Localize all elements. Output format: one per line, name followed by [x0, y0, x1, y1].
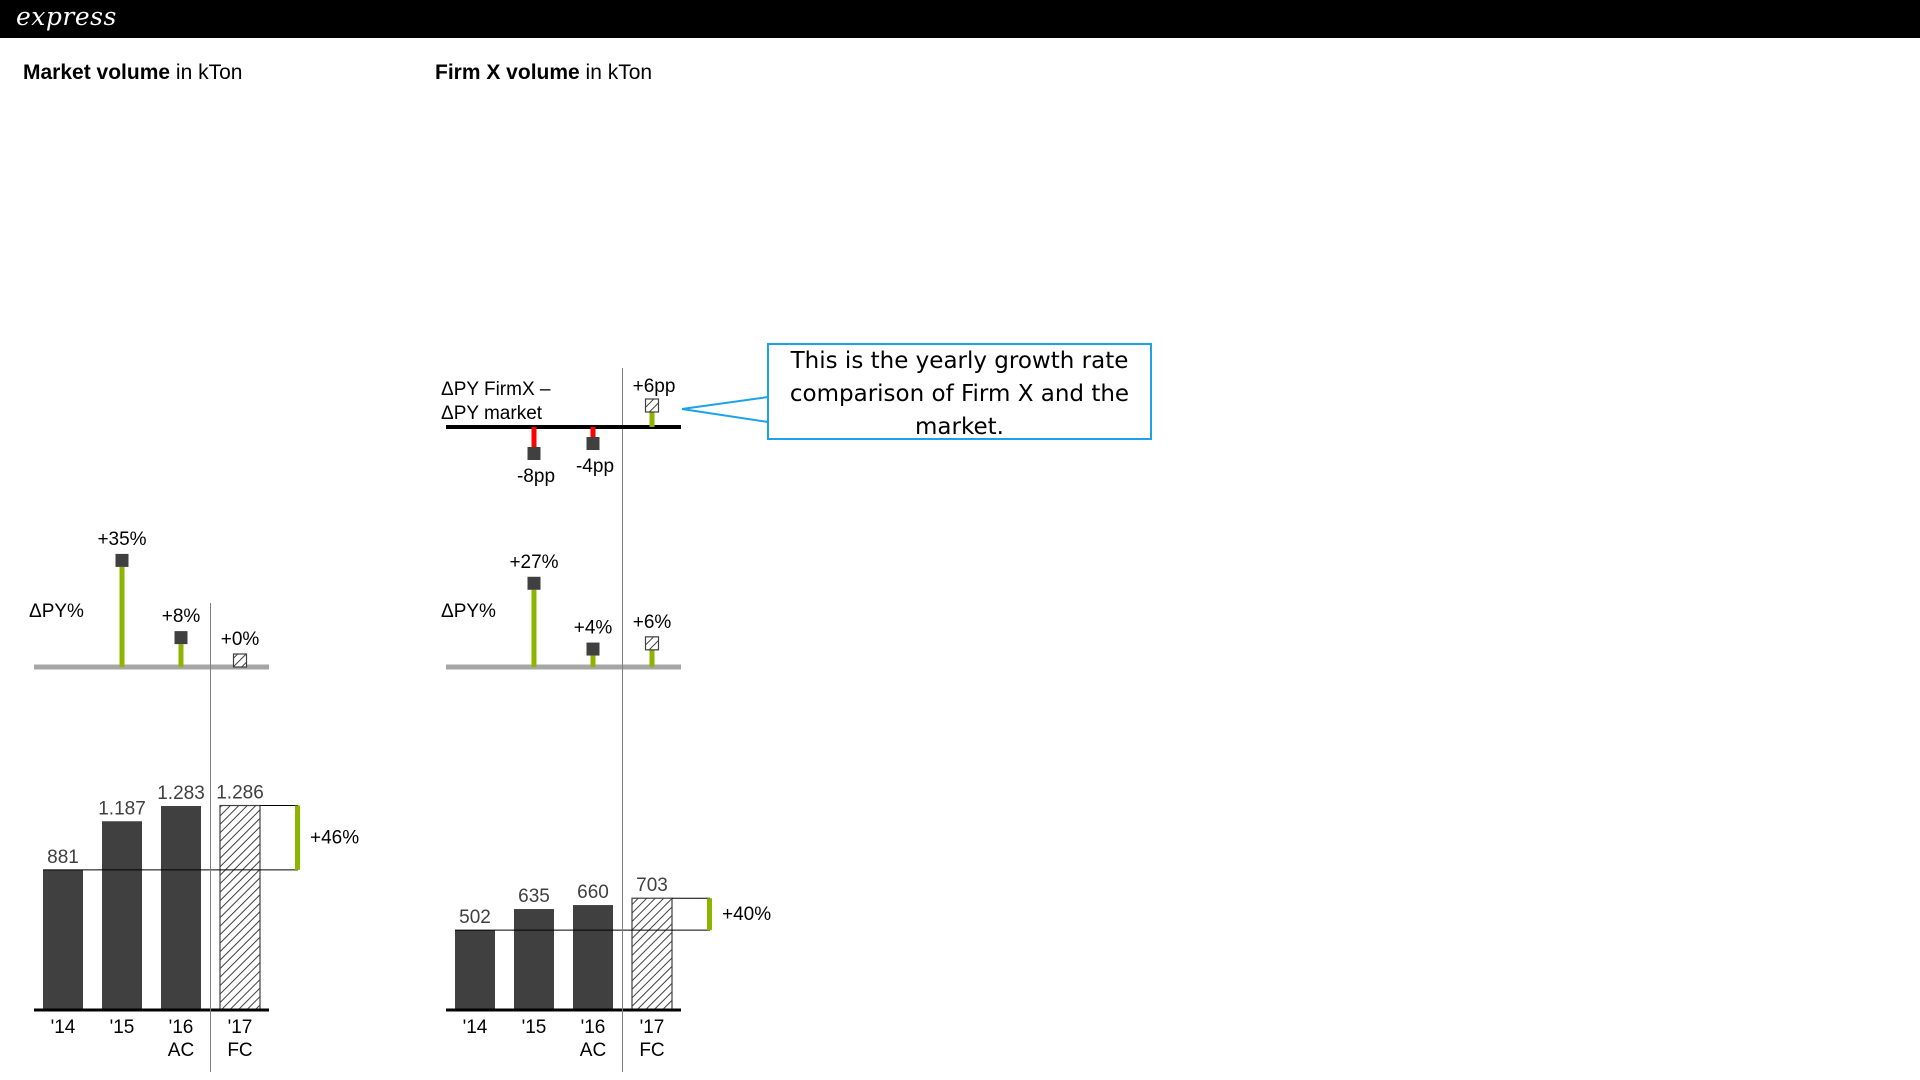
- bar-value-label: 1.286: [216, 783, 264, 804]
- delta-py-value-label: +8%: [162, 606, 201, 627]
- delta-pp-pin: [649, 412, 655, 427]
- bar-14: [43, 869, 83, 1010]
- delta-py-marker: [115, 553, 129, 567]
- callout-pointer: [681, 395, 769, 424]
- market-title-rest: in kTon: [170, 61, 243, 84]
- delta-py-marker: [174, 631, 188, 645]
- bar-value-label: 502: [459, 907, 491, 928]
- x-tick-label: '15: [522, 1017, 547, 1038]
- delta-py-value-label: +4%: [574, 618, 613, 639]
- x-tick-label: '16: [169, 1017, 194, 1038]
- bar-15: [102, 821, 142, 1010]
- bar-14: [455, 930, 495, 1010]
- delta-py-label: ΔPY%: [441, 601, 496, 622]
- firmx-title-bold: Firm X volume: [435, 61, 580, 84]
- delta-py-label: ΔPY%: [29, 601, 84, 622]
- delta-pp-label-line2: ΔPY market: [441, 403, 543, 424]
- firmx-title-rest: in kTon: [579, 61, 653, 84]
- delta-pp-value-label: +6pp: [633, 376, 676, 397]
- bar-16: [161, 806, 201, 1010]
- delta-pp-pin: [531, 427, 537, 447]
- bar-value-label: 1.283: [157, 783, 205, 804]
- bar-16: [573, 905, 613, 1010]
- difference-bar: [707, 898, 712, 931]
- callout-pointer-shape: [681, 395, 769, 424]
- delta-py-marker: [527, 576, 541, 590]
- delta-py-pin: [178, 644, 184, 667]
- bar-15: [514, 909, 554, 1010]
- delta-pp-marker: [586, 437, 600, 450]
- delta-py-pin: [649, 649, 655, 667]
- bar-value-label: 660: [577, 882, 609, 903]
- brand-logo: express: [16, 2, 117, 31]
- scenario-label: AC: [168, 1040, 194, 1061]
- delta-pp-label-line1: ΔPY FirmX –: [441, 379, 551, 400]
- x-tick-label: '17: [640, 1017, 665, 1038]
- delta-py-pin: [531, 589, 537, 667]
- difference-label: +46%: [310, 828, 359, 849]
- delta-py-value-label: +0%: [221, 629, 260, 650]
- callout-box: This is the yearly growth rate compariso…: [767, 343, 1152, 440]
- difference-bar: [295, 805, 300, 870]
- scenario-label: AC: [580, 1040, 606, 1061]
- scenario-label: FC: [639, 1040, 664, 1061]
- scenario-label: FC: [227, 1040, 252, 1061]
- x-tick-label: '15: [110, 1017, 135, 1038]
- difference-label: +40%: [722, 904, 771, 925]
- x-tick-label: '16: [581, 1017, 606, 1038]
- delta-pp-pin: [590, 427, 596, 437]
- delta-py-pin: [590, 655, 596, 667]
- market-title-bold: Market volume: [23, 61, 171, 84]
- market-volume-title: Market volume in kTon: [23, 61, 242, 85]
- delta-py-value-label: +35%: [97, 529, 146, 550]
- delta-py-marker: [586, 642, 600, 656]
- x-tick-label: '14: [51, 1017, 76, 1038]
- bar-17-forecast: [631, 897, 673, 1011]
- delta-py-value-label: +27%: [509, 552, 558, 573]
- delta-py-value-label: +6%: [633, 612, 672, 633]
- bar-value-label: 703: [636, 875, 668, 896]
- bar-value-label: 881: [47, 847, 79, 868]
- x-tick-label: '14: [463, 1017, 488, 1038]
- x-tick-label: '17: [228, 1017, 253, 1038]
- delta-py-marker: [644, 636, 660, 651]
- bar-value-label: 1.187: [98, 798, 146, 819]
- top-bar: express: [0, 0, 1920, 38]
- firmx-volume-title: Firm X volume in kTon: [435, 61, 652, 85]
- bar-17-forecast: [219, 804, 261, 1011]
- delta-pp-marker: [527, 447, 541, 460]
- delta-py-pin: [119, 566, 125, 667]
- delta-pp-value-label: -4pp: [576, 456, 614, 477]
- bar-value-label: 635: [518, 886, 550, 907]
- delta-pp-value-label: -8pp: [517, 466, 555, 487]
- delta-py-marker: [232, 653, 248, 668]
- delta-pp-marker: [644, 398, 660, 413]
